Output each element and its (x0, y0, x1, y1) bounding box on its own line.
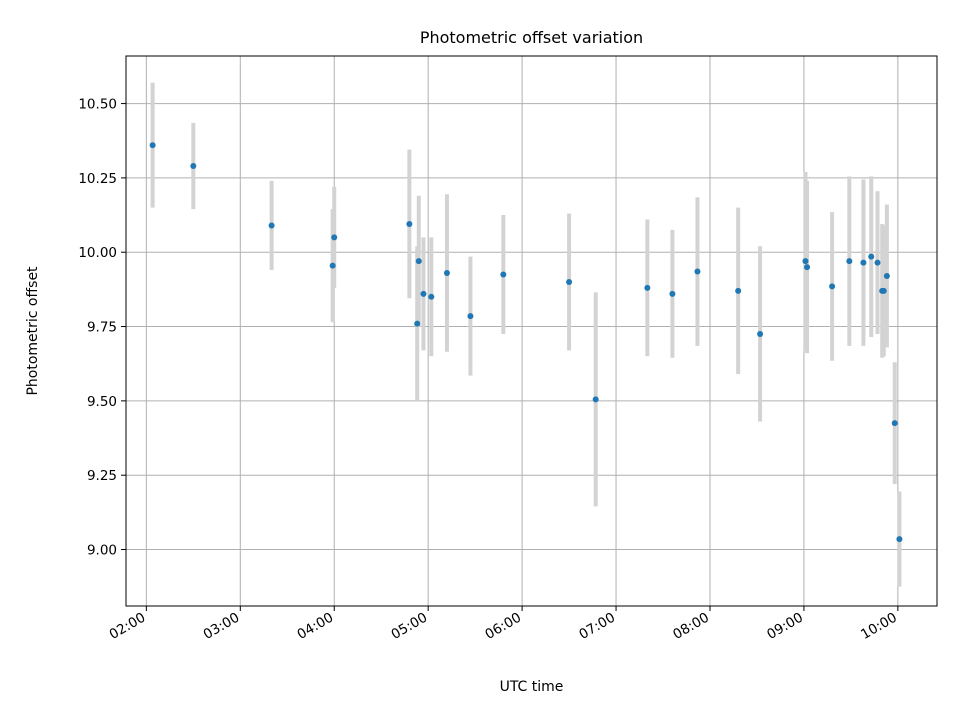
data-point (500, 271, 507, 278)
data-point (406, 220, 413, 227)
data-point (268, 222, 275, 229)
data-point (329, 262, 336, 269)
data-point (896, 536, 903, 543)
data-point (669, 290, 676, 297)
y-tick-label: 10.50 (78, 97, 117, 113)
data-point (880, 287, 887, 294)
y-tick-label: 9.00 (87, 543, 117, 559)
y-axis-label: Photometric offset (25, 266, 41, 396)
data-point (149, 142, 156, 149)
data-point (428, 293, 435, 300)
data-point (644, 284, 651, 291)
data-point (860, 259, 867, 266)
data-point (694, 268, 701, 275)
data-point (802, 258, 809, 265)
data-points (149, 142, 903, 543)
y-tick-label: 9.25 (87, 468, 117, 484)
data-point (414, 320, 421, 327)
data-point (190, 163, 197, 169)
data-point (874, 259, 881, 266)
y-tick-label: 10.00 (78, 245, 117, 261)
chart-title: Photometric offset variation (420, 28, 643, 47)
data-point (331, 234, 338, 241)
data-point (566, 278, 573, 285)
data-point (883, 273, 890, 279)
data-point (846, 258, 853, 265)
grid (126, 56, 937, 606)
data-point (443, 270, 450, 277)
data-point (735, 287, 742, 294)
y-tick-label: 9.50 (87, 394, 117, 410)
data-point (868, 253, 875, 260)
data-point (804, 264, 811, 271)
y-axis: 9.00 9.25 9.50 9.75 10.00 10.25 10.50 (78, 97, 126, 559)
x-axis-label: UTC time (500, 679, 564, 695)
data-point (891, 420, 898, 427)
y-tick-label: 10.25 (78, 171, 117, 187)
data-point (829, 283, 836, 290)
data-point (757, 330, 764, 337)
plot-frame (125, 55, 938, 607)
data-point (420, 290, 427, 297)
y-tick-label: 9.75 (87, 320, 117, 336)
data-point (415, 258, 422, 265)
data-point (467, 313, 474, 320)
data-point (592, 396, 599, 403)
